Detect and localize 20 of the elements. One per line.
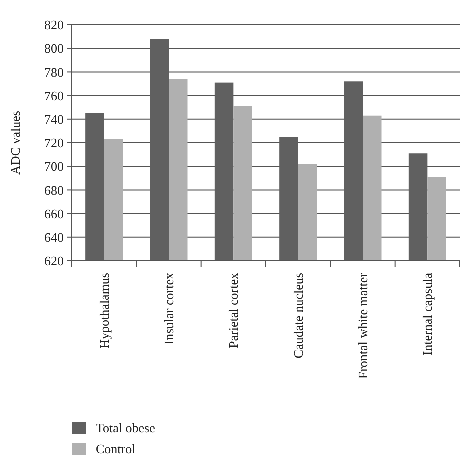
y-tick-label: 820: [44, 18, 64, 33]
y-tick-label: 620: [44, 254, 64, 269]
x-tick-label: Parietal cortex: [226, 272, 242, 348]
y-tick-label: 720: [44, 136, 64, 151]
y-tick-label: 760: [44, 88, 64, 104]
y-tick-label: 660: [44, 206, 64, 222]
x-tick-label: Hypothalamus: [96, 273, 112, 349]
x-tick-label: Internal capsula: [420, 272, 436, 356]
legend-label: Total obese: [96, 420, 156, 436]
x-tick-label: Insular cortex: [162, 272, 177, 345]
x-tick-label: Caudate nucleus: [290, 273, 306, 359]
y-tick-label: 740: [44, 112, 64, 127]
legend-label: Control: [96, 442, 136, 457]
y-tick-label: 800: [44, 41, 64, 56]
y-axis-title: ADC values: [8, 111, 23, 175]
y-tick-label: 640: [44, 230, 64, 245]
x-tick-label: Frontal white matter: [356, 272, 371, 380]
y-tick-label: 700: [44, 159, 64, 174]
y-tick-label: 780: [44, 64, 64, 80]
y-tick-label: 680: [44, 182, 64, 198]
